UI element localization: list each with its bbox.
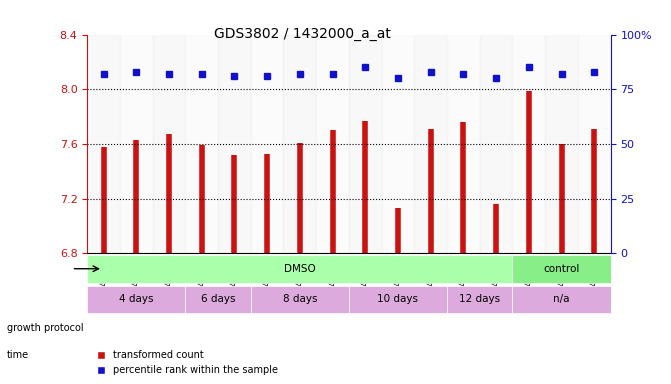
Bar bbox=[218, 35, 251, 253]
Legend: transformed count, percentile rank within the sample: transformed count, percentile rank withi… bbox=[92, 346, 282, 379]
FancyBboxPatch shape bbox=[513, 255, 611, 283]
Text: time: time bbox=[7, 350, 29, 360]
Text: 4 days: 4 days bbox=[119, 295, 154, 305]
Bar bbox=[578, 35, 611, 253]
Text: DMSO: DMSO bbox=[284, 264, 316, 274]
Text: 10 days: 10 days bbox=[378, 295, 419, 305]
Bar bbox=[283, 35, 316, 253]
Bar bbox=[251, 35, 283, 253]
FancyBboxPatch shape bbox=[185, 286, 251, 313]
Bar bbox=[447, 35, 480, 253]
FancyBboxPatch shape bbox=[87, 286, 185, 313]
Bar bbox=[480, 35, 513, 253]
Bar bbox=[349, 35, 382, 253]
Text: 8 days: 8 days bbox=[282, 295, 317, 305]
FancyBboxPatch shape bbox=[513, 286, 611, 313]
Text: growth protocol: growth protocol bbox=[7, 323, 83, 333]
FancyBboxPatch shape bbox=[349, 286, 447, 313]
Bar bbox=[316, 35, 349, 253]
Bar bbox=[382, 35, 414, 253]
Bar bbox=[414, 35, 447, 253]
Text: n/a: n/a bbox=[554, 295, 570, 305]
Bar bbox=[120, 35, 153, 253]
FancyBboxPatch shape bbox=[447, 286, 513, 313]
Text: 6 days: 6 days bbox=[201, 295, 236, 305]
FancyBboxPatch shape bbox=[87, 255, 513, 283]
Bar bbox=[185, 35, 218, 253]
Text: GDS3802 / 1432000_a_at: GDS3802 / 1432000_a_at bbox=[213, 27, 391, 41]
Text: 12 days: 12 days bbox=[459, 295, 501, 305]
Text: control: control bbox=[544, 264, 580, 274]
Bar bbox=[513, 35, 545, 253]
Bar bbox=[87, 35, 120, 253]
Bar bbox=[545, 35, 578, 253]
FancyBboxPatch shape bbox=[251, 286, 349, 313]
Bar bbox=[153, 35, 185, 253]
